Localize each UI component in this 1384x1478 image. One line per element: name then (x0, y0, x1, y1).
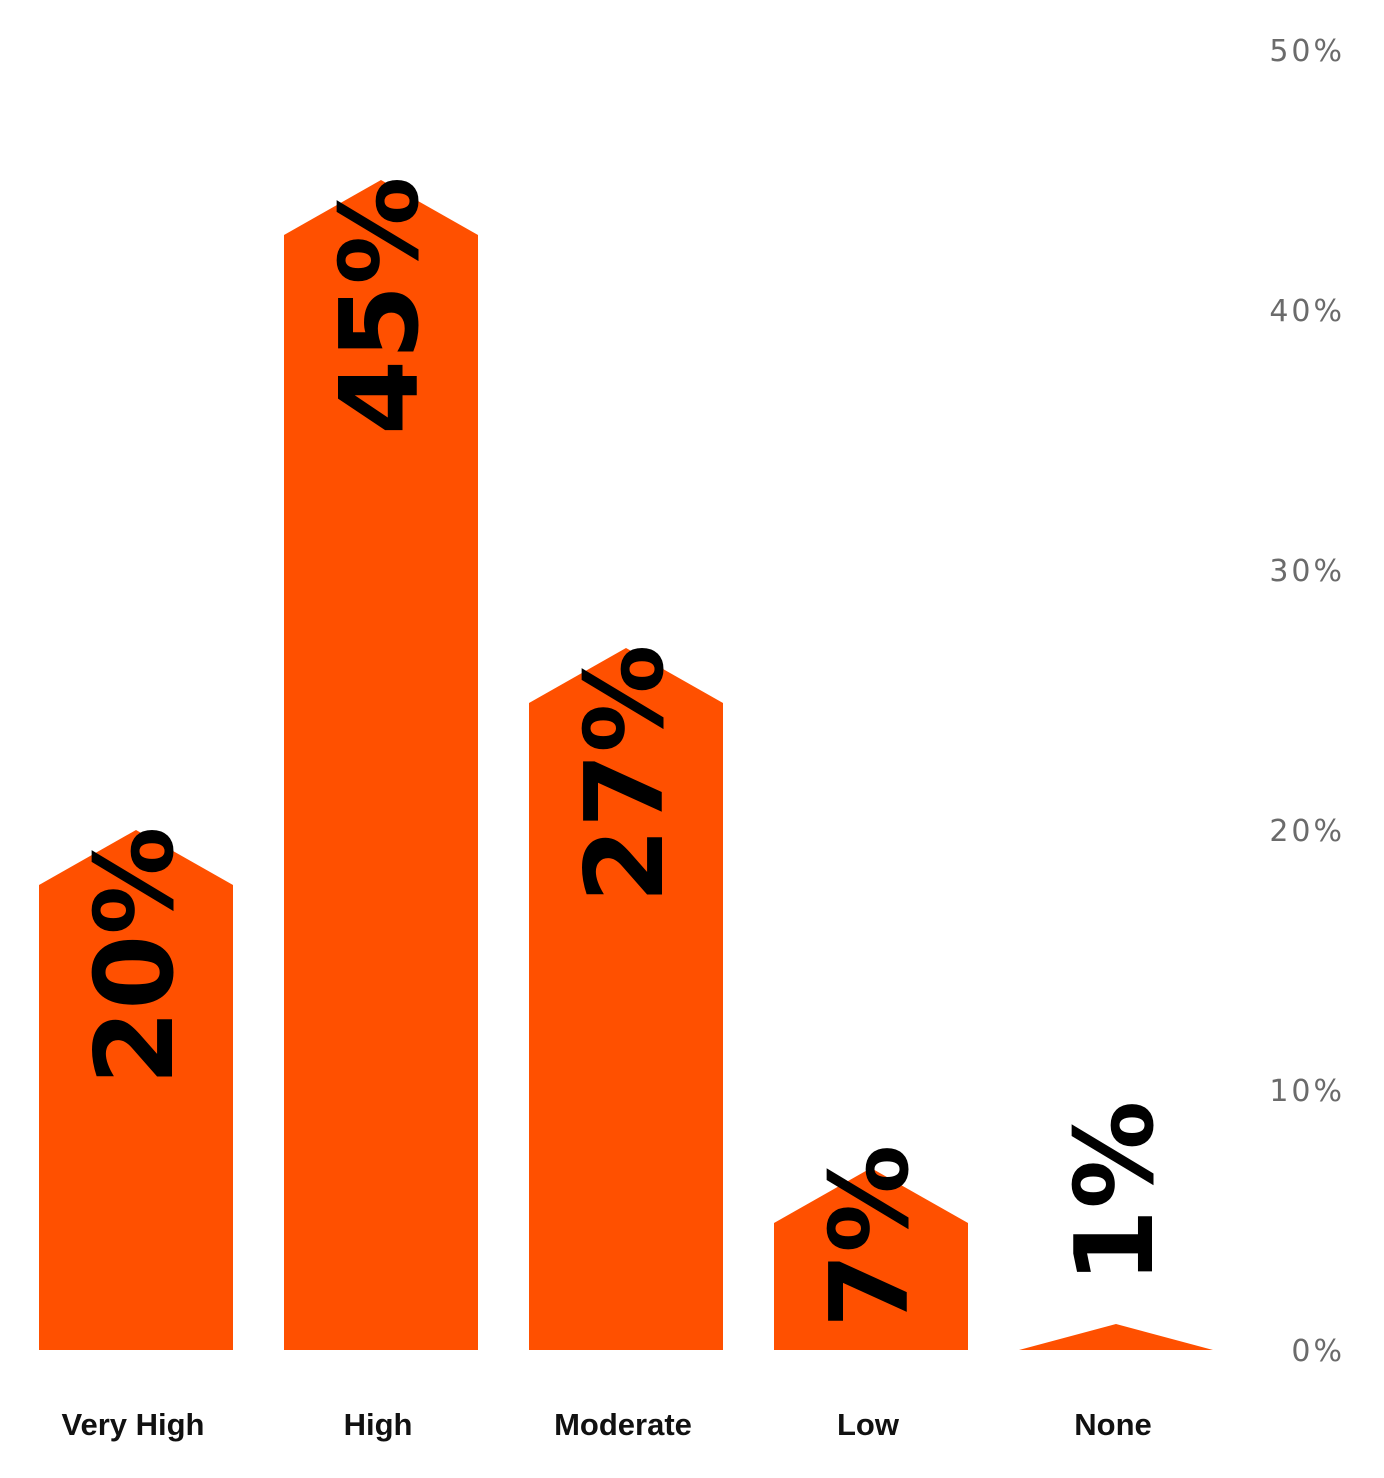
bar-very-high (39, 830, 233, 1350)
x-category-label: Moderate (554, 1407, 692, 1442)
category-labels-group: Very High High Moderate Low None (62, 1407, 1152, 1442)
x-category-label: Very High (62, 1407, 205, 1442)
y-axis-ticks: 0% 10% 20% 30% 40% 50% (1269, 34, 1345, 1369)
x-category-label: None (1074, 1407, 1152, 1442)
bar-low (774, 1168, 968, 1350)
y-tick-label: 50% (1269, 34, 1345, 69)
value-labels-group: 20% 45% 27% 7% 1% (73, 176, 1178, 1328)
bar-value-label: 20% (73, 826, 198, 1085)
bar-value-label: 7% (808, 1145, 933, 1328)
y-tick-label: 20% (1269, 814, 1345, 849)
y-tick-label: 40% (1269, 294, 1345, 329)
bar-moderate (529, 648, 723, 1350)
x-category-label: Low (837, 1407, 900, 1442)
y-tick-label: 10% (1269, 1074, 1345, 1109)
bars-group (39, 180, 1213, 1350)
bar-value-label: 27% (563, 644, 688, 903)
bar-value-label: 1% (1053, 1101, 1178, 1284)
bar-none (1019, 1324, 1213, 1350)
bar-high (284, 180, 478, 1350)
x-category-label: High (344, 1407, 413, 1442)
y-tick-label: 30% (1269, 554, 1345, 589)
bar-value-label: 45% (318, 176, 443, 435)
y-tick-label: 0% (1291, 1334, 1345, 1369)
